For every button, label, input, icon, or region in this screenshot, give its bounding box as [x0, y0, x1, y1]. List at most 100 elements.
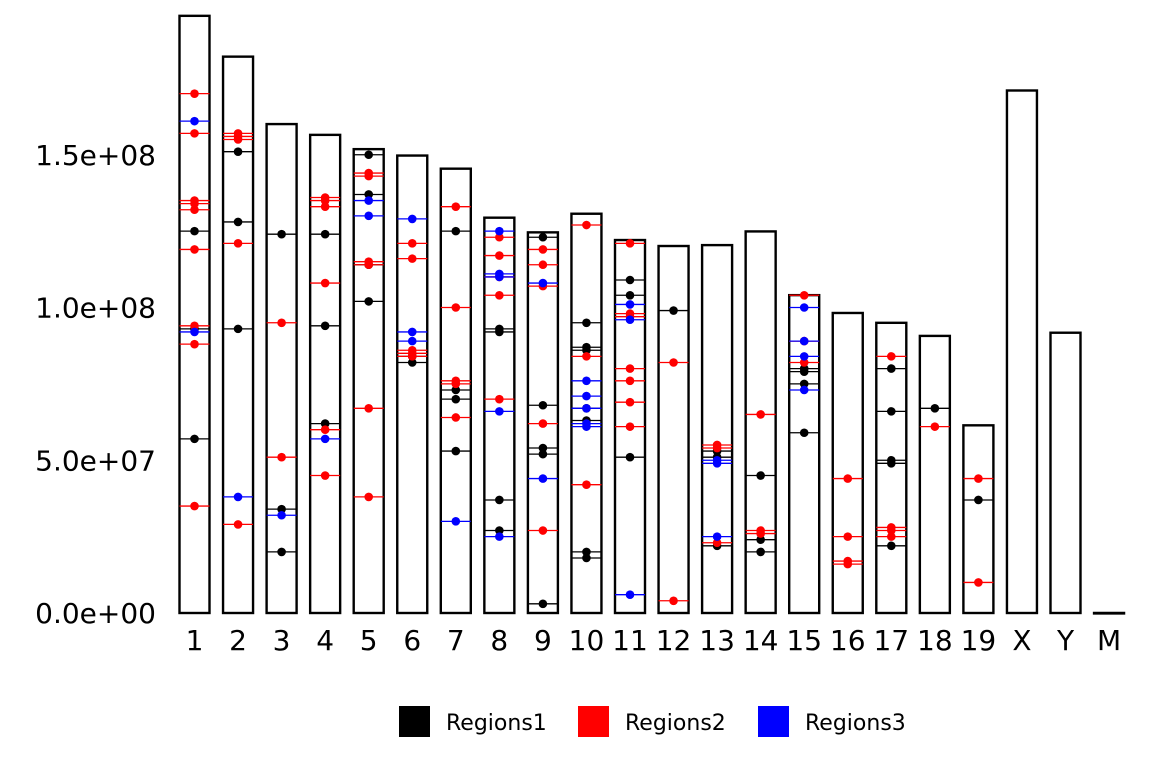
chromosome-bar-18 — [918, 334, 952, 615]
series-Regions1 — [179, 147, 994, 609]
region-point — [669, 358, 678, 367]
region-point — [364, 260, 374, 270]
region-point — [190, 339, 199, 349]
region-point — [712, 459, 722, 468]
region-point — [625, 452, 635, 462]
region-point — [495, 226, 504, 236]
legend-label: Regions2 — [625, 711, 726, 736]
region-point — [277, 229, 286, 239]
region-point — [495, 290, 504, 300]
region-point — [495, 407, 504, 416]
region-point — [190, 205, 199, 215]
region-point — [756, 410, 765, 419]
region-point — [495, 495, 504, 505]
region-point — [320, 278, 330, 288]
region-point — [756, 547, 765, 557]
region-point — [451, 394, 461, 404]
region-point — [712, 532, 722, 541]
region-point — [625, 397, 635, 407]
region-point — [625, 590, 635, 599]
region-point — [277, 318, 286, 328]
x-tick-label: 15 — [786, 624, 822, 657]
region-point — [364, 196, 374, 205]
region-point — [407, 239, 417, 248]
region-point — [887, 407, 896, 416]
region-point — [756, 535, 765, 544]
region-point — [407, 336, 417, 346]
region-point — [538, 260, 548, 270]
region-point — [887, 526, 896, 535]
region-point — [190, 116, 199, 126]
region-point — [582, 220, 591, 230]
region-point — [364, 492, 374, 502]
region-point — [538, 419, 548, 428]
region-point — [233, 135, 243, 144]
region-point — [364, 171, 374, 181]
region-point — [233, 239, 243, 248]
region-point — [582, 318, 591, 328]
region-point — [190, 199, 199, 208]
region-point — [277, 547, 286, 557]
region-point — [190, 226, 199, 236]
region-point — [625, 290, 635, 300]
x-tick-label: 2 — [229, 624, 247, 657]
region-point — [277, 504, 286, 514]
region-point — [582, 352, 591, 361]
region-point — [669, 306, 678, 315]
region-point — [930, 422, 940, 431]
region-point — [364, 150, 374, 160]
chromosome-bar-4 — [308, 133, 342, 615]
region-point — [582, 480, 591, 489]
region-point — [364, 211, 374, 221]
chromosome-bar-M — [1092, 611, 1126, 615]
region-point — [974, 474, 983, 483]
y-tick-label: 0.0e+00 — [35, 597, 156, 630]
x-tick-label: 18 — [917, 624, 953, 657]
x-tick-label: 9 — [534, 624, 552, 657]
x-axis: 1 2 3 4 5 6 7 8 9 10 11 12 13 14 15 16 17 18 19 X Y M — [186, 624, 1122, 657]
region-point — [887, 532, 896, 541]
x-tick-label: 1 — [186, 624, 204, 657]
region-point — [364, 190, 374, 199]
region-point — [582, 345, 591, 355]
region-point — [538, 400, 548, 410]
region-point — [495, 232, 504, 242]
region-point — [756, 471, 765, 480]
region-point — [320, 202, 330, 211]
region-point — [887, 541, 896, 551]
region-point — [843, 559, 853, 569]
chromosome-bar-13 — [700, 243, 734, 615]
legend-item: Regions1 — [399, 706, 547, 737]
legend-label: Regions3 — [805, 711, 906, 736]
chromosome-bar-6 — [396, 154, 429, 615]
region-point — [799, 428, 809, 438]
region-point — [451, 517, 461, 526]
region-point — [190, 89, 199, 98]
region-point — [799, 290, 809, 300]
chromosome-bar-1 — [178, 14, 211, 615]
region-point — [407, 352, 417, 361]
region-point — [538, 526, 548, 535]
region-point — [190, 245, 199, 254]
region-point — [451, 202, 461, 211]
region-point — [495, 251, 504, 260]
x-tick-label: 13 — [699, 624, 735, 657]
chromosome-bar-5 — [352, 147, 385, 615]
region-point — [190, 434, 199, 444]
chromosome-bar-14 — [744, 230, 777, 615]
region-point — [582, 547, 591, 557]
region-point — [233, 492, 243, 502]
region-point — [625, 422, 635, 431]
chromosome-bar-16 — [831, 311, 864, 615]
y-tick-label: 1.5e+08 — [35, 139, 156, 172]
chromosome-bar-10 — [570, 212, 603, 615]
region-point — [625, 376, 635, 386]
region-point — [756, 529, 765, 538]
region-point — [625, 275, 635, 285]
region-point — [320, 196, 330, 205]
region-point — [190, 501, 199, 511]
series-Regions2 — [179, 89, 994, 606]
region-point — [887, 364, 896, 373]
region-point — [190, 321, 199, 331]
legend-label: Regions1 — [446, 711, 547, 736]
